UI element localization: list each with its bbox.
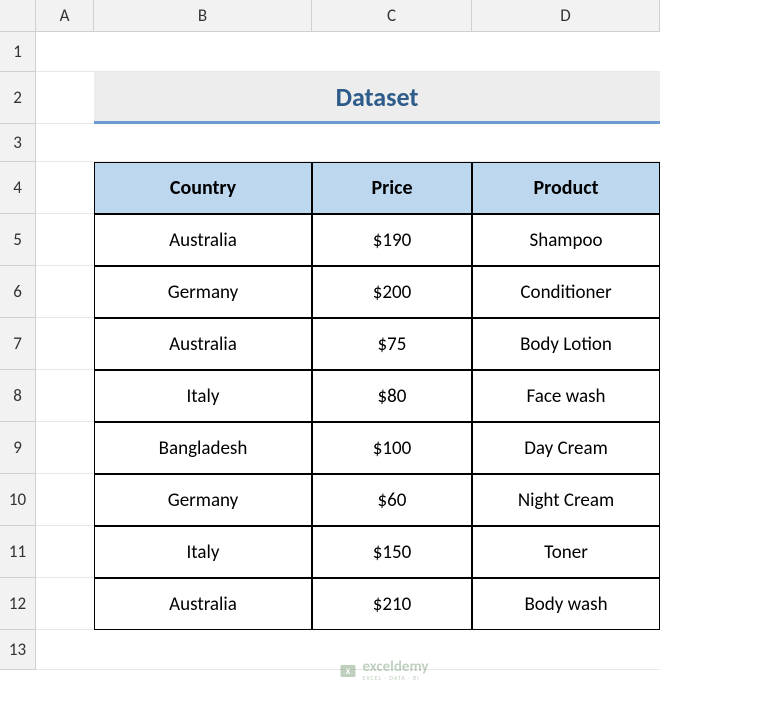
- table-cell-price-5[interactable]: $60: [312, 474, 472, 526]
- cell-A8[interactable]: [36, 370, 94, 422]
- cell-A11[interactable]: [36, 526, 94, 578]
- cell-D3[interactable]: [472, 124, 660, 162]
- table-cell-country-2[interactable]: Australia: [94, 318, 312, 370]
- table-cell-country-7[interactable]: Australia: [94, 578, 312, 630]
- table-cell-product-3[interactable]: Face wash: [472, 370, 660, 422]
- cell-A5[interactable]: [36, 214, 94, 266]
- watermark-sub: EXCEL · DATA · BI: [362, 675, 428, 681]
- cell-C1[interactable]: [312, 32, 472, 72]
- col-header-D[interactable]: D: [472, 0, 660, 32]
- cell-D13[interactable]: [472, 630, 660, 670]
- table-cell-product-2[interactable]: Body Lotion: [472, 318, 660, 370]
- cell-D1[interactable]: [472, 32, 660, 72]
- cell-B13[interactable]: [94, 630, 312, 670]
- cell-C3[interactable]: [312, 124, 472, 162]
- cell-B3[interactable]: [94, 124, 312, 162]
- table-cell-country-0[interactable]: Australia: [94, 214, 312, 266]
- cell-A1[interactable]: [36, 32, 94, 72]
- row-header-12[interactable]: 12: [0, 578, 36, 630]
- col-header-B[interactable]: B: [94, 0, 312, 32]
- select-all-corner[interactable]: [0, 0, 36, 32]
- table-cell-price-0[interactable]: $190: [312, 214, 472, 266]
- table-cell-product-7[interactable]: Body wash: [472, 578, 660, 630]
- table-header-country[interactable]: Country: [94, 162, 312, 214]
- row-header-1[interactable]: 1: [0, 32, 36, 72]
- cell-B1[interactable]: [94, 32, 312, 72]
- cell-A10[interactable]: [36, 474, 94, 526]
- table-cell-country-1[interactable]: Germany: [94, 266, 312, 318]
- table-cell-price-2[interactable]: $75: [312, 318, 472, 370]
- excel-icon: X: [338, 662, 356, 680]
- table-cell-country-3[interactable]: Italy: [94, 370, 312, 422]
- table-cell-price-7[interactable]: $210: [312, 578, 472, 630]
- table-cell-price-4[interactable]: $100: [312, 422, 472, 474]
- cell-A2[interactable]: [36, 72, 94, 124]
- table-cell-price-3[interactable]: $80: [312, 370, 472, 422]
- svg-text:X: X: [345, 667, 350, 677]
- row-header-10[interactable]: 10: [0, 474, 36, 526]
- table-cell-country-5[interactable]: Germany: [94, 474, 312, 526]
- table-cell-product-6[interactable]: Toner: [472, 526, 660, 578]
- cell-A6[interactable]: [36, 266, 94, 318]
- row-header-13[interactable]: 13: [0, 630, 36, 670]
- watermark-main: exceldemy: [362, 660, 428, 675]
- row-header-8[interactable]: 8: [0, 370, 36, 422]
- row-header-3[interactable]: 3: [0, 124, 36, 162]
- table-cell-product-0[interactable]: Shampoo: [472, 214, 660, 266]
- table-cell-price-6[interactable]: $150: [312, 526, 472, 578]
- row-header-2[interactable]: 2: [0, 72, 36, 124]
- col-header-A[interactable]: A: [36, 0, 94, 32]
- row-header-11[interactable]: 11: [0, 526, 36, 578]
- table-header-product[interactable]: Product: [472, 162, 660, 214]
- spreadsheet-grid: A B C D 1 2 Dataset 3 4 Country Price Pr…: [0, 0, 767, 670]
- table-header-price[interactable]: Price: [312, 162, 472, 214]
- cell-A12[interactable]: [36, 578, 94, 630]
- row-header-5[interactable]: 5: [0, 214, 36, 266]
- table-cell-product-1[interactable]: Conditioner: [472, 266, 660, 318]
- row-header-6[interactable]: 6: [0, 266, 36, 318]
- row-header-7[interactable]: 7: [0, 318, 36, 370]
- col-header-C[interactable]: C: [312, 0, 472, 32]
- cell-A4[interactable]: [36, 162, 94, 214]
- watermark: X exceldemy EXCEL · DATA · BI: [338, 660, 428, 681]
- table-cell-product-4[interactable]: Day Cream: [472, 422, 660, 474]
- table-cell-country-6[interactable]: Italy: [94, 526, 312, 578]
- row-header-9[interactable]: 9: [0, 422, 36, 474]
- cell-A3[interactable]: [36, 124, 94, 162]
- table-cell-country-4[interactable]: Bangladesh: [94, 422, 312, 474]
- table-cell-price-1[interactable]: $200: [312, 266, 472, 318]
- cell-A9[interactable]: [36, 422, 94, 474]
- cell-A7[interactable]: [36, 318, 94, 370]
- dataset-title[interactable]: Dataset: [94, 72, 660, 124]
- cell-A13[interactable]: [36, 630, 94, 670]
- table-cell-product-5[interactable]: Night Cream: [472, 474, 660, 526]
- row-header-4[interactable]: 4: [0, 162, 36, 214]
